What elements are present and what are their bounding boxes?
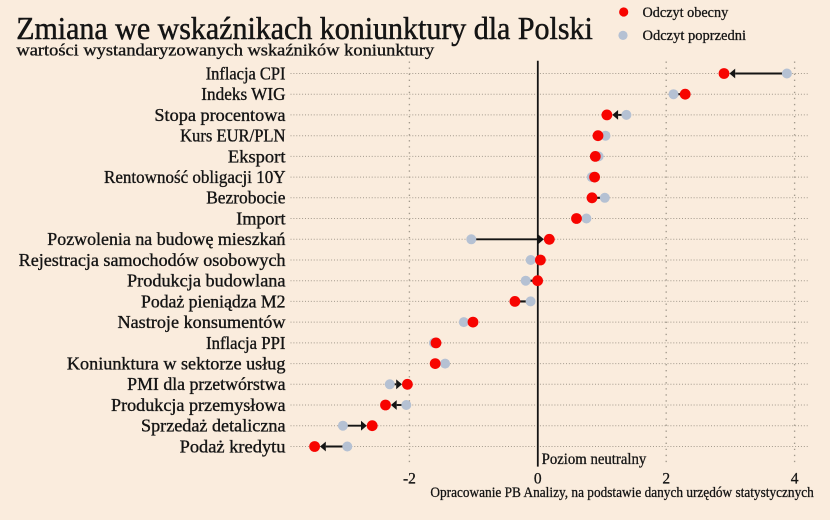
svg-text:0: 0 [534, 470, 542, 487]
svg-text:Opracowanie PB Analizy, na pod: Opracowanie PB Analizy, na podstawie dan… [430, 485, 814, 501]
svg-text:2: 2 [662, 470, 670, 487]
svg-text:Rejestracja samochodów osobowy: Rejestracja samochodów osobowych [19, 250, 286, 270]
svg-text:-2: -2 [403, 470, 416, 487]
svg-text:PMI dla przetwórstwa: PMI dla przetwórstwa [127, 374, 286, 394]
svg-text:Bezrobocie: Bezrobocie [206, 188, 286, 208]
svg-text:Podaż kredytu: Podaż kredytu [180, 436, 286, 456]
svg-text:Zmiana we wskaźnikach koniunkt: Zmiana we wskaźnikach koniunktury dla Po… [16, 11, 593, 46]
svg-text:Indeks WIG: Indeks WIG [201, 84, 286, 104]
svg-text:Rentowność obligacji 10Y: Rentowność obligacji 10Y [104, 167, 286, 187]
svg-text:Sprzedaż detaliczna: Sprzedaż detaliczna [141, 416, 286, 436]
svg-text:Pozwolenia na budowę mieszkań: Pozwolenia na budowę mieszkań [47, 229, 285, 249]
svg-text:4: 4 [791, 470, 799, 487]
svg-text:Podaż pieniądza M2: Podaż pieniądza M2 [141, 291, 286, 311]
svg-text:Eksport: Eksport [228, 146, 286, 166]
svg-text:wartości wystandaryzowanych ws: wartości wystandaryzowanych wskaźników k… [16, 41, 434, 60]
svg-text:Nastroje konsumentów: Nastroje konsumentów [118, 312, 286, 332]
svg-text:Kurs EUR/PLN: Kurs EUR/PLN [180, 126, 286, 146]
svg-text:Odczyt poprzedni: Odczyt poprzedni [643, 28, 747, 44]
svg-text:Produkcja przemysłowa: Produkcja przemysłowa [111, 395, 286, 415]
svg-text:Inflacja CPI: Inflacja CPI [206, 63, 286, 83]
svg-text:Produkcja budowlana: Produkcja budowlana [127, 271, 286, 291]
svg-text:Import: Import [236, 208, 285, 228]
svg-text:Inflacja PPI: Inflacja PPI [206, 333, 286, 353]
svg-text:Poziom neutralny: Poziom neutralny [542, 451, 647, 468]
svg-text:Koniunktura w sektorze usług: Koniunktura w sektorze usług [67, 354, 286, 374]
svg-text:Stopa procentowa: Stopa procentowa [154, 105, 285, 125]
svg-text:Odczyt obecny: Odczyt obecny [643, 5, 729, 21]
